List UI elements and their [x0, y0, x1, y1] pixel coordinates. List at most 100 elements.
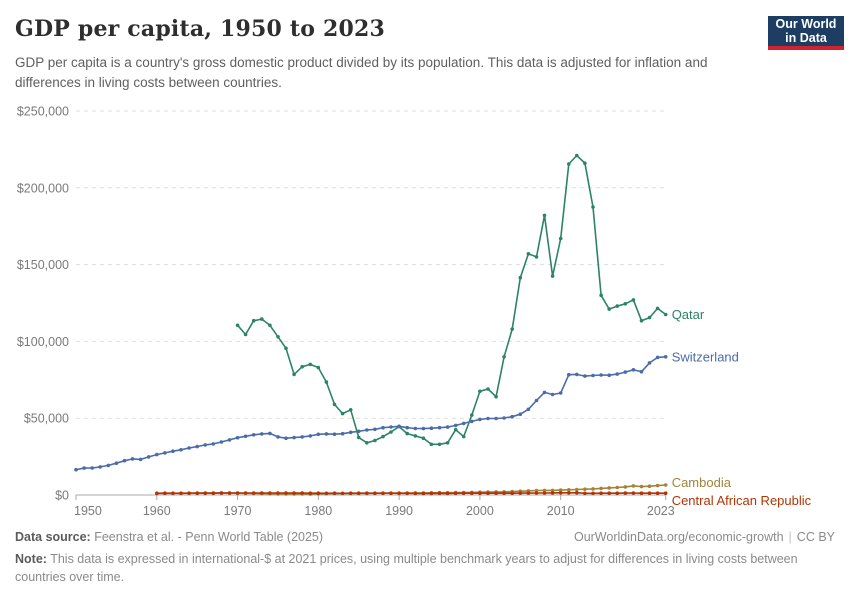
data-point[interactable]	[583, 487, 587, 492]
data-point[interactable]	[494, 491, 498, 496]
data-point[interactable]	[639, 369, 644, 374]
data-point[interactable]	[413, 434, 418, 438]
data-point[interactable]	[332, 432, 337, 437]
data-point[interactable]	[429, 491, 434, 496]
data-point[interactable]	[470, 419, 474, 424]
data-point[interactable]	[268, 431, 272, 436]
data-point[interactable]	[639, 484, 644, 489]
data-point[interactable]	[599, 486, 603, 491]
series-switzerland[interactable]: Switzerland	[74, 349, 739, 472]
data-point[interactable]	[615, 491, 619, 496]
data-point[interactable]	[655, 483, 660, 488]
data-point[interactable]	[518, 275, 523, 280]
data-point[interactable]	[478, 417, 482, 422]
data-point[interactable]	[98, 465, 102, 469]
data-point[interactable]	[340, 491, 345, 496]
data-point[interactable]	[356, 429, 361, 434]
data-point[interactable]	[429, 442, 434, 447]
data-point[interactable]	[631, 368, 636, 372]
data-point[interactable]	[340, 431, 345, 436]
data-point[interactable]	[663, 491, 668, 496]
data-point[interactable]	[138, 457, 143, 462]
data-point[interactable]	[575, 490, 579, 495]
data-point[interactable]	[599, 293, 603, 298]
data-point[interactable]	[195, 444, 199, 449]
data-point[interactable]	[405, 431, 410, 436]
data-point[interactable]	[510, 327, 514, 331]
data-point[interactable]	[292, 372, 296, 377]
data-point[interactable]	[332, 402, 337, 407]
data-point[interactable]	[260, 491, 264, 495]
data-point[interactable]	[461, 421, 466, 426]
data-point[interactable]	[90, 466, 94, 470]
data-point[interactable]	[550, 491, 555, 495]
data-point[interactable]	[510, 414, 514, 419]
data-point[interactable]	[445, 441, 450, 445]
data-point[interactable]	[647, 491, 652, 496]
data-point[interactable]	[639, 318, 644, 323]
data-point[interactable]	[421, 426, 426, 431]
data-point[interactable]	[397, 424, 401, 429]
data-point[interactable]	[130, 457, 135, 461]
data-point[interactable]	[381, 425, 385, 430]
data-point[interactable]	[591, 205, 595, 209]
data-point[interactable]	[171, 491, 175, 496]
data-point[interactable]	[300, 364, 305, 369]
data-point[interactable]	[478, 389, 482, 394]
data-point[interactable]	[567, 372, 571, 377]
data-point[interactable]	[558, 391, 563, 395]
data-point[interactable]	[534, 488, 539, 493]
data-point[interactable]	[655, 491, 660, 496]
data-point[interactable]	[567, 491, 571, 495]
data-point[interactable]	[308, 434, 313, 438]
owid-logo[interactable]: Our World in Data	[768, 16, 844, 50]
data-point[interactable]	[227, 491, 232, 495]
data-point[interactable]	[413, 426, 418, 431]
data-point[interactable]	[219, 440, 224, 444]
data-point[interactable]	[663, 355, 668, 359]
data-point[interactable]	[284, 436, 288, 441]
data-point[interactable]	[381, 434, 385, 439]
data-point[interactable]	[437, 442, 442, 447]
data-point[interactable]	[284, 346, 288, 351]
data-point[interactable]	[550, 392, 555, 397]
data-point[interactable]	[502, 491, 506, 496]
data-point[interactable]	[591, 373, 595, 378]
data-point[interactable]	[389, 425, 393, 429]
data-point[interactable]	[146, 455, 151, 459]
data-point[interactable]	[647, 361, 652, 365]
data-point[interactable]	[389, 491, 393, 496]
data-point[interactable]	[397, 491, 401, 496]
data-point[interactable]	[122, 458, 127, 463]
data-point[interactable]	[631, 298, 636, 302]
data-point[interactable]	[631, 484, 636, 488]
data-point[interactable]	[421, 436, 426, 441]
data-point[interactable]	[163, 451, 167, 455]
data-point[interactable]	[607, 307, 611, 311]
data-point[interactable]	[623, 491, 628, 495]
data-point[interactable]	[615, 372, 619, 376]
data-point[interactable]	[324, 380, 329, 384]
data-point[interactable]	[340, 411, 345, 416]
data-point[interactable]	[663, 312, 668, 317]
data-point[interactable]	[276, 435, 280, 439]
data-point[interactable]	[348, 408, 353, 412]
data-point[interactable]	[284, 491, 288, 495]
data-point[interactable]	[526, 491, 531, 495]
data-point[interactable]	[114, 461, 119, 466]
data-point[interactable]	[316, 432, 321, 437]
data-point[interactable]	[655, 306, 660, 311]
data-point[interactable]	[219, 491, 224, 495]
data-point[interactable]	[494, 416, 498, 421]
series-central-african-republic[interactable]: Central African Republic	[155, 490, 812, 508]
data-point[interactable]	[437, 491, 442, 496]
data-point[interactable]	[534, 398, 539, 403]
data-point[interactable]	[324, 491, 329, 496]
data-point[interactable]	[445, 491, 450, 496]
data-point[interactable]	[276, 491, 280, 495]
data-point[interactable]	[663, 483, 668, 487]
data-point[interactable]	[453, 427, 458, 432]
data-point[interactable]	[607, 486, 611, 490]
data-point[interactable]	[639, 491, 644, 496]
data-point[interactable]	[591, 491, 595, 496]
